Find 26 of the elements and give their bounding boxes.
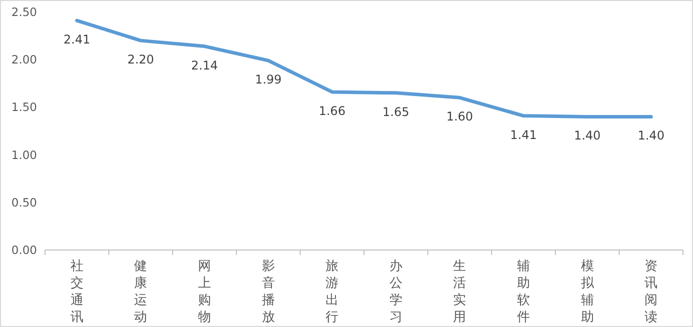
- x-tick-label: 模拟辅助: [580, 259, 595, 325]
- x-tick-label: 影音播放: [262, 259, 275, 325]
- y-tick-label: 0.50: [11, 195, 37, 210]
- x-tick-label: 旅游出行: [326, 259, 339, 325]
- x-tick-label: 资讯阅读: [644, 259, 658, 325]
- y-tick-label: 2.50: [11, 5, 37, 19]
- data-label: 1.60: [446, 110, 474, 124]
- data-label: 2.20: [127, 52, 154, 67]
- x-tick-label: 生活实用: [453, 259, 466, 325]
- y-tick-label: 1.50: [11, 100, 37, 114]
- x-tick-label: 网上购物: [198, 259, 211, 325]
- x-tick-label: 办公学习: [389, 259, 402, 325]
- x-tick-label: 社交通讯: [70, 259, 84, 325]
- data-label: 2.14: [191, 58, 218, 72]
- data-label: 1.40: [638, 128, 664, 143]
- data-label: 1.99: [254, 72, 282, 87]
- data-label: 1.40: [574, 128, 601, 143]
- data-label: 1.66: [318, 104, 346, 118]
- data-label: 1.41: [510, 128, 537, 142]
- x-tick-label: 辅助软件: [517, 259, 530, 325]
- data-label: 1.65: [382, 104, 410, 119]
- data-label: 2.41: [64, 32, 90, 47]
- x-tick-label: 健康运动: [134, 259, 148, 325]
- y-tick-label: 2.00: [11, 52, 37, 67]
- y-tick-label: 0.00: [11, 243, 37, 257]
- y-tick-label: 1.00: [11, 148, 37, 162]
